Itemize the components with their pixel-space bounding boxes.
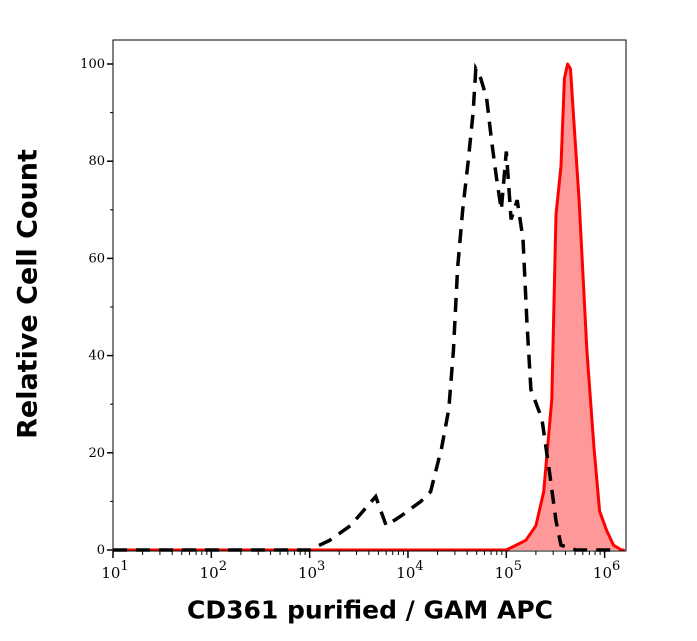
- y-tick-label: 0: [97, 543, 105, 558]
- y-tick-label: 20: [88, 446, 105, 461]
- x-tick-base: 10: [101, 564, 120, 582]
- series-line-solid: [113, 62, 625, 552]
- y-tick-label: 100: [80, 57, 105, 72]
- x-tick-exponent: 3: [317, 559, 325, 574]
- x-tick-exponent: 6: [612, 559, 620, 574]
- x-axis-label: CD361 purified / GAM APC: [187, 595, 553, 625]
- x-axis: 101 102 103 104 105 106: [101, 551, 620, 582]
- x-tick-exponent: 4: [415, 559, 423, 574]
- x-tick-label: 105: [495, 559, 522, 582]
- y-axis: 0 20 40 60 80 100: [80, 57, 113, 558]
- y-tick-label: 60: [88, 251, 105, 266]
- x-tick-label: 102: [200, 559, 227, 582]
- plot-frame: [112, 39, 627, 552]
- y-tick-label: 40: [88, 349, 105, 364]
- y-axis-label: Relative Cell Count: [12, 149, 44, 439]
- x-tick-base: 10: [298, 564, 317, 582]
- x-tick-exponent: 5: [514, 559, 522, 574]
- x-tick-label: 104: [396, 559, 423, 582]
- x-tick-base: 10: [200, 564, 219, 582]
- x-tick-exponent: 1: [120, 559, 128, 574]
- series-line-dashed: [113, 62, 619, 552]
- plot-marks: [113, 62, 626, 552]
- x-tick-exponent: 2: [219, 559, 227, 574]
- series-fill-area: [113, 64, 626, 550]
- x-tick-base: 10: [396, 564, 415, 582]
- x-tick-label: 101: [101, 559, 128, 582]
- x-tick-base: 10: [495, 564, 514, 582]
- x-tick-label: 103: [298, 559, 325, 582]
- x-tick-base: 10: [593, 564, 612, 582]
- x-tick-label: 106: [593, 559, 620, 582]
- y-tick-label: 80: [88, 154, 105, 169]
